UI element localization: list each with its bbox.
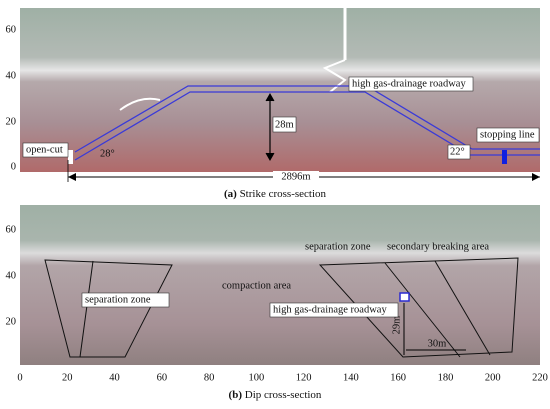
x-axis: 0 20 40 60 80 100 120 140 160 180 200 220 <box>17 372 548 383</box>
caption-letter: (a) <box>224 188 237 200</box>
annotation: high gas-drainage roadway <box>273 304 387 315</box>
simulation-image <box>20 205 540 365</box>
label-box <box>81 292 170 308</box>
y-tick-label: 40 <box>6 270 17 281</box>
label-box <box>272 116 297 133</box>
zone-outline <box>44 259 173 358</box>
y-tick-label: 0 <box>11 161 16 172</box>
label-box <box>348 76 474 92</box>
zone-line <box>79 260 94 358</box>
label-box <box>269 302 399 318</box>
annotation: 28m <box>275 119 294 130</box>
x-tick-label: 120 <box>296 372 312 383</box>
cut-marker <box>68 150 73 164</box>
label-box <box>476 127 540 143</box>
annotation: 2896m <box>281 171 310 182</box>
x-tick-label: 140 <box>343 372 359 383</box>
x-tick-label: 160 <box>390 372 406 383</box>
annotation: high gas-drainage roadway <box>352 78 466 89</box>
x-tick-label: 40 <box>109 372 120 383</box>
x-tick-label: 220 <box>532 372 548 383</box>
annotation: compaction area <box>222 280 291 291</box>
x-tick-label: 0 <box>17 372 22 383</box>
label-box <box>22 142 69 158</box>
label-bg <box>273 171 319 183</box>
x-tick-label: 60 <box>157 372 168 383</box>
annotation: 30m <box>428 338 447 349</box>
caption-text: Dip cross-section <box>245 389 322 401</box>
y-tick-label: 40 <box>6 70 17 81</box>
roadway <box>74 91 540 161</box>
arrow <box>265 92 275 162</box>
caption: (a) Strike cross-section <box>224 188 327 200</box>
annotation: stopping line <box>480 129 535 140</box>
y-tick-label: 20 <box>6 316 17 327</box>
stopping-marker <box>502 150 507 164</box>
annotation: separation zone <box>85 294 151 305</box>
annotation: 28° <box>100 148 115 159</box>
caption: (b) Dip cross-section <box>229 389 322 401</box>
zone-line <box>434 260 491 356</box>
panel-a: 0 20 40 60 open-cut 28° 28m high gas-dra… <box>6 8 540 200</box>
annotation: 29m <box>391 316 402 335</box>
y-tick-label: 20 <box>6 116 17 127</box>
zone-line <box>384 262 461 358</box>
caption-letter: (b) <box>229 389 243 401</box>
label-box <box>447 144 471 160</box>
x-tick-label: 20 <box>62 372 73 383</box>
y-tick-label: 60 <box>6 24 17 35</box>
x-tick-label: 80 <box>204 372 215 383</box>
annotation: 22° <box>450 146 465 157</box>
panel-b: 29m 30m separation zone compaction area … <box>6 205 548 401</box>
roadway-marker <box>399 292 410 302</box>
annotation: secondary breaking area <box>387 241 489 252</box>
annotation: separation zone <box>305 241 371 252</box>
x-tick-label: 100 <box>248 372 264 383</box>
y-tick-label: 60 <box>6 224 17 235</box>
annotation: open-cut <box>26 144 63 155</box>
caption-text: Strike cross-section <box>240 188 327 200</box>
zone-outline <box>318 257 519 358</box>
x-tick-label: 180 <box>438 372 454 383</box>
x-tick-label: 200 <box>485 372 501 383</box>
crack <box>119 97 161 111</box>
